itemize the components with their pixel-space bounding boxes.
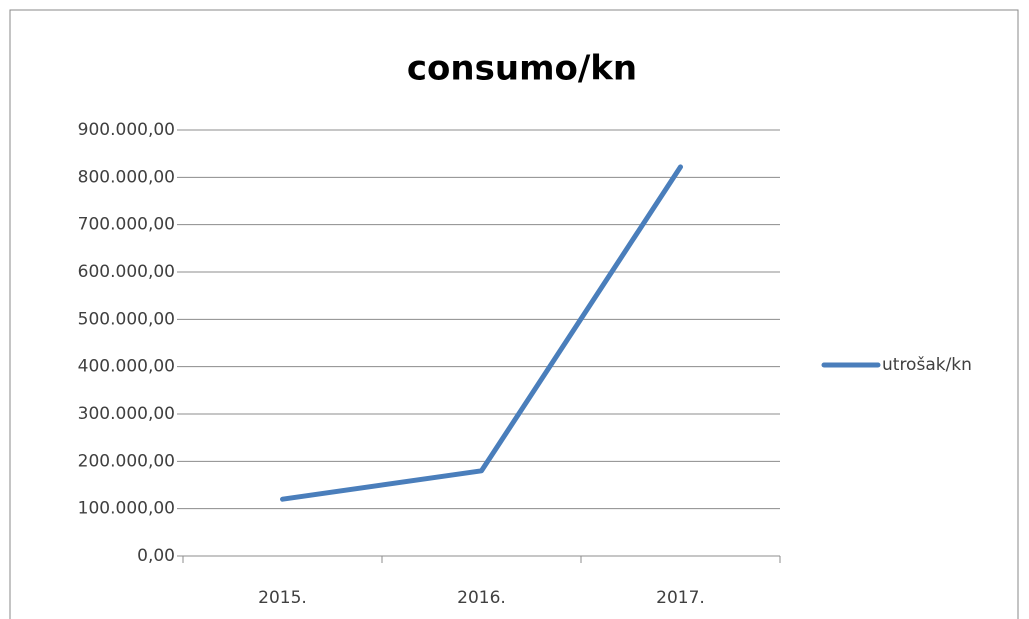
- y-tick-label: 500.000,00: [78, 309, 175, 329]
- y-tick-label: 200.000,00: [78, 451, 175, 471]
- y-tick-label: 100.000,00: [78, 499, 175, 519]
- y-tick-label: 0,00: [137, 546, 175, 566]
- x-tick-label: 2015.: [258, 588, 307, 608]
- x-tick-label: 2017.: [656, 588, 705, 608]
- y-tick-label: 300.000,00: [78, 404, 175, 424]
- x-tick-label: 2016.: [457, 588, 506, 608]
- y-tick-label: 800.000,00: [78, 167, 175, 187]
- y-tick-label: 600.000,00: [78, 262, 175, 282]
- data-line: [280, 164, 683, 502]
- y-tick-label: 400.000,00: [78, 357, 175, 377]
- legend-label: utrošak/kn: [882, 355, 972, 375]
- chart-title: consumo/kn: [407, 49, 637, 89]
- y-tick-label: 900.000,00: [78, 120, 175, 140]
- chart-border: [9, 9, 1019, 619]
- y-tick-label: 700.000,00: [78, 215, 175, 235]
